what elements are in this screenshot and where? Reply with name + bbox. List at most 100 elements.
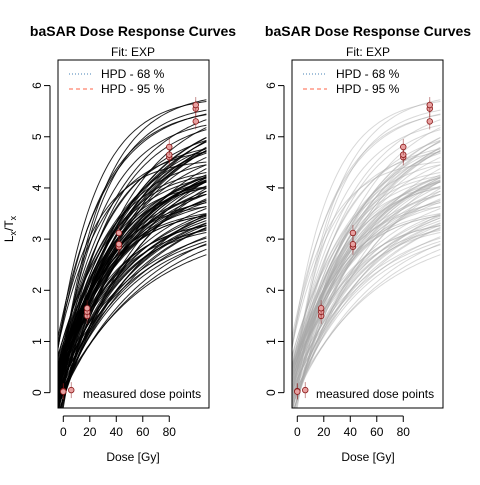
x-tick-label: 20	[83, 425, 97, 439]
dose-point	[426, 101, 433, 109]
dose-response-curve	[292, 199, 441, 382]
dose-response-curve	[292, 206, 441, 362]
dose-response-curve	[292, 228, 441, 408]
dose-response-curve	[292, 248, 441, 401]
dose-response-curve	[58, 193, 207, 389]
dose-response-curve	[292, 150, 441, 408]
dose-response-curve	[58, 243, 207, 406]
dose-response-curve	[293, 180, 441, 408]
y-tick-label: 5	[30, 133, 44, 140]
dose-response-curve	[292, 161, 441, 343]
legend-hpd95-label: HPD - 95 %	[336, 82, 400, 96]
dose-response-curve	[292, 141, 441, 378]
y-tick-label: 3	[30, 235, 44, 242]
y-axis: 0 1 2 3 4 5 6	[30, 82, 51, 396]
dose-response-curve	[292, 237, 441, 377]
dose-response-curve	[292, 215, 441, 372]
dose-response-curve	[292, 202, 441, 383]
dose-point	[115, 229, 123, 237]
dose-response-curve	[292, 227, 441, 392]
dose-response-curve	[292, 213, 441, 398]
dose-response-curve	[292, 217, 441, 370]
legend: HPD - 68 % HPD - 95 %	[69, 67, 165, 96]
dose-response-curve	[58, 223, 207, 408]
dose-response-curve	[58, 119, 207, 368]
dose-response-curve	[292, 198, 441, 368]
dose-response-curve	[292, 164, 441, 395]
dose-response-curve	[292, 140, 441, 394]
dose-response-curve	[292, 174, 441, 366]
y-tick-label: 0	[30, 389, 44, 396]
dose-response-curve	[292, 181, 441, 395]
dose-response-curve	[295, 156, 441, 408]
dose-response-curve	[292, 177, 441, 399]
dose-response-curve	[292, 172, 441, 373]
dose-response-curve	[58, 99, 207, 395]
dose-response-curve	[292, 186, 441, 365]
x-axis-label: Dose [Gy]	[106, 450, 159, 464]
y-tick-label: 0	[264, 389, 278, 396]
dose-response-curve	[58, 150, 207, 383]
dose-response-curve	[292, 136, 441, 400]
dose-point	[115, 241, 123, 248]
dose-response-curve	[292, 213, 441, 376]
dose-response-curve	[58, 113, 207, 338]
dose-response-curve	[292, 147, 441, 359]
dose-response-curve	[292, 181, 441, 404]
dose-response-curve	[292, 179, 441, 388]
dose-response-curve	[292, 152, 441, 358]
dose-response-curve	[292, 164, 441, 390]
x-tick-label: 40	[344, 425, 358, 439]
dose-response-curve	[292, 180, 441, 372]
dose-response-curve	[292, 240, 441, 382]
panel-subtitle: Fit: EXP	[111, 45, 155, 59]
dose-response-curve	[292, 114, 441, 349]
dose-response-curve	[292, 113, 441, 338]
dose-response-curve	[292, 109, 441, 402]
dose-response-curve	[292, 223, 441, 408]
x-tick-label: 0	[60, 425, 67, 439]
dose-point	[68, 386, 75, 394]
dose-response-curve	[292, 201, 441, 368]
measured-points	[294, 97, 433, 400]
dose-response-curve	[292, 176, 441, 376]
dose-response-curve	[294, 225, 441, 408]
dose-response-curve	[292, 124, 441, 383]
dose-response-curve	[292, 150, 441, 366]
y-tick-label: 4	[264, 184, 278, 191]
dose-response-curve	[292, 119, 441, 368]
measured-dose-points-label: measured dose points	[316, 387, 434, 401]
dose-response-curve	[292, 187, 441, 405]
dose-response-curve	[292, 150, 441, 383]
y-tick-label: 2	[264, 287, 278, 294]
dose-response-curve	[60, 190, 207, 408]
dose-response-curve	[58, 254, 207, 399]
dose-response-curve	[292, 99, 441, 395]
dose-response-curve	[58, 124, 207, 383]
dose-response-curve	[292, 217, 441, 393]
dose-response-curve	[292, 175, 441, 408]
x-tick-label: 60	[136, 425, 150, 439]
dose-response-curve	[292, 224, 441, 400]
dose-response-curve	[296, 186, 441, 408]
dose-point	[426, 118, 433, 125]
panel-right: baSAR Dose Response Curves Fit: EXP Dose…	[264, 23, 471, 464]
dose-response-curve	[292, 149, 441, 378]
dose-response-curve	[59, 180, 207, 408]
y-tick-label: 5	[264, 133, 278, 140]
dose-response-curve	[58, 215, 207, 372]
dose-point	[400, 143, 407, 151]
y-tick-label: 2	[30, 287, 44, 294]
legend: HPD - 68 % HPD - 95 %	[303, 67, 400, 96]
dose-response-curve	[293, 187, 441, 408]
curve-ensemble	[58, 99, 207, 408]
plot-frame	[291, 59, 444, 409]
dose-response-curve	[58, 236, 207, 390]
dose-response-curve	[292, 176, 441, 408]
dose-response-curve	[292, 137, 441, 378]
x-axis: 0 20 40 60 80	[60, 415, 176, 439]
dose-response-curve	[58, 139, 207, 366]
x-tick-label: 20	[317, 425, 331, 439]
